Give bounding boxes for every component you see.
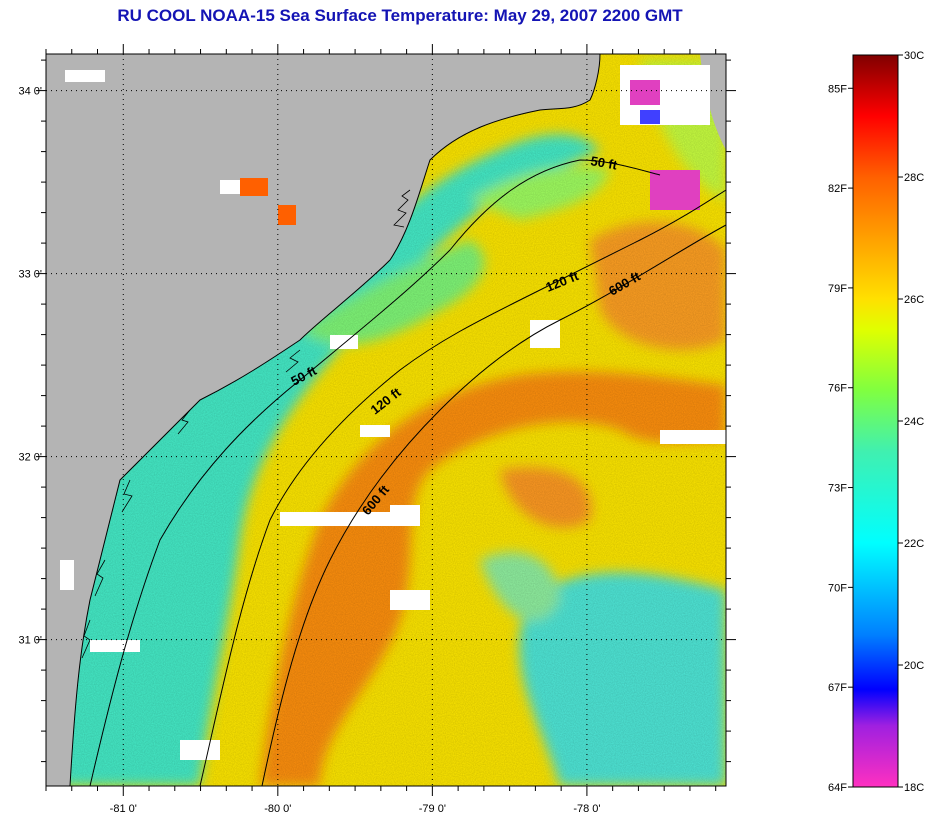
colorbar-f-label: 64F	[828, 782, 847, 794]
colorbar-c-label: 28C	[904, 172, 924, 184]
colorbar-f-label: 67F	[828, 682, 847, 694]
colorbar-c-label: 30C	[904, 50, 924, 62]
x-tick-label: -81 0'	[110, 803, 137, 815]
y-tick-label: 34 0'	[18, 86, 42, 98]
contour-50ft	[89, 159, 661, 786]
contour-600ft	[261, 224, 726, 786]
y-tick-label: 33 0'	[18, 269, 42, 281]
colorbar-f-label: 70F	[828, 582, 847, 594]
map-frame	[45, 53, 727, 787]
colorbar-c-label: 18C	[904, 782, 924, 794]
colorbar-gradient	[852, 54, 899, 788]
map-title: RU COOL NOAA-15 Sea Surface Temperature:…	[117, 6, 683, 25]
coastline	[69, 54, 601, 786]
colorbar-f-label: 73F	[828, 483, 847, 495]
colorbar-c-label: 20C	[904, 660, 924, 672]
contour-120ft	[199, 189, 726, 786]
lat-lon-grid	[46, 54, 726, 786]
sst-field	[46, 54, 726, 786]
x-tick-label: -80 0'	[264, 803, 291, 815]
y-tick-label: 32 0'	[18, 452, 42, 464]
colorbar-f-label: 85F	[828, 83, 847, 95]
y-tick-label: 31 0'	[18, 635, 42, 647]
colorbar-c-label: 26C	[904, 294, 924, 306]
colorbar-c-label: 24C	[904, 416, 924, 428]
axis-ticks: -81 0' -80 0' -79 0' -78 0' 34 0' 33 0' 32 0' 3…	[18, 44, 736, 815]
colorbar-f-label: 82F	[828, 183, 847, 195]
contour-label-50ft-north: 50 ft	[589, 153, 619, 173]
land	[46, 54, 600, 786]
x-tick-label: -78 0'	[573, 803, 600, 815]
colorbar-f-label: 79F	[828, 283, 847, 295]
colorbar-f-label: 76F	[828, 383, 847, 395]
x-tick-label: -79 0'	[419, 803, 446, 815]
colorbar-c-label: 22C	[904, 538, 924, 550]
